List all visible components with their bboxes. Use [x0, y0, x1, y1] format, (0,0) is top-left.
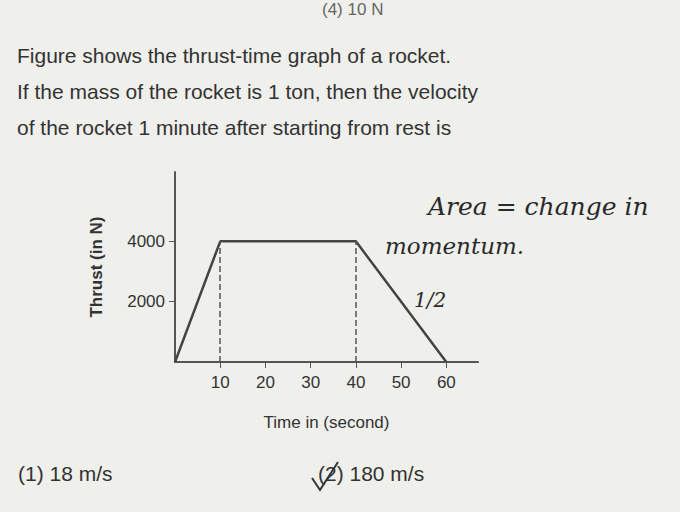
html-text:Figure shows the thrust-time g: Figure shows the thrust-time graph of a …: [17, 44, 452, 67]
svg-text:4000: 4000: [127, 232, 165, 251]
html-text:(4) 10 N: (4) 10 N: [322, 0, 384, 19]
html-text:momentum.: momentum.: [385, 233, 525, 259]
svg-text:60: 60: [437, 373, 456, 392]
html-text:(1) 18 m/s: (1) 18 m/s: [18, 462, 113, 485]
svg-text:Thrust (in N): Thrust (in N): [87, 216, 106, 317]
svg-text:40: 40: [346, 373, 365, 392]
svg-text:10: 10: [211, 373, 230, 392]
html-text:Area = change in: Area = change in: [428, 192, 649, 221]
html-text:of the rocket 1 minute after s: of the rocket 1 minute after starting fr…: [17, 116, 452, 139]
svg-text:2000: 2000: [127, 292, 165, 311]
svg-text:30: 30: [301, 373, 320, 392]
html-text:1/2: 1/2: [414, 288, 447, 312]
html-text:(2) 180 m/s: (2) 180 m/s: [318, 462, 425, 485]
svg-text:Time in (second): Time in (second): [264, 413, 390, 432]
html-text:If the mass of the rocket is 1: If the mass of the rocket is 1 ton, then…: [17, 80, 479, 103]
svg-text:50: 50: [392, 373, 411, 392]
svg-text:20: 20: [256, 373, 275, 392]
